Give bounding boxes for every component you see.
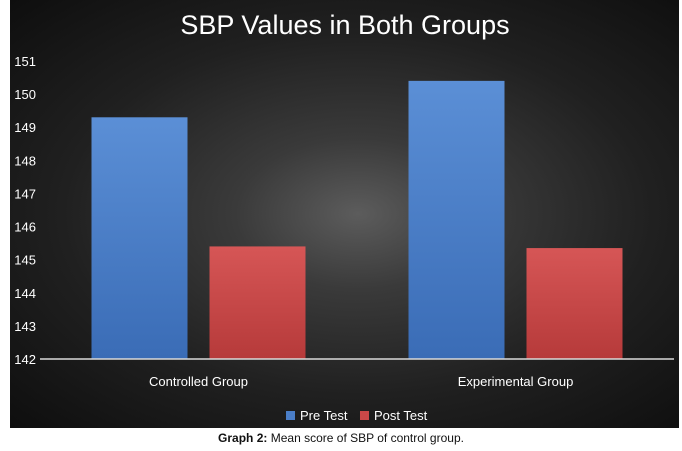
chart-panel: SBP Values in Both Groups 142 143 144 145 14… bbox=[10, 0, 679, 428]
x-category-label: Controlled Group bbox=[149, 374, 248, 389]
y-tick-label: 151 bbox=[14, 54, 36, 69]
y-tick-label: 144 bbox=[14, 286, 36, 301]
y-tick-label: 145 bbox=[14, 253, 36, 268]
legend: Pre Test Post Test bbox=[286, 408, 428, 423]
x-axis: Controlled Group Experimental Group bbox=[40, 358, 674, 389]
bar-chart: SBP Values in Both Groups 14214314414514… bbox=[14, 10, 674, 423]
y-tick-label: 147 bbox=[14, 186, 36, 201]
legend-swatch bbox=[286, 411, 295, 420]
chart-title: SBP Values in Both Groups bbox=[180, 10, 509, 40]
y-tick-label: 142 bbox=[14, 352, 36, 367]
caption-label: Graph 2: bbox=[218, 431, 268, 445]
legend-swatch bbox=[360, 411, 369, 420]
y-tick-label: 146 bbox=[14, 220, 36, 235]
legend-label: Pre Test bbox=[300, 408, 348, 423]
y-tick-label: 149 bbox=[14, 120, 36, 135]
y-tick-label: 143 bbox=[14, 319, 36, 334]
figure-caption: Graph 2: Mean score of SBP of control gr… bbox=[0, 431, 682, 445]
y-axis: 142 143 144 145 146 147 148 149 150 151 bbox=[14, 54, 36, 367]
bar-pre-test bbox=[91, 117, 188, 360]
caption-text: Mean score of SBP of control group. bbox=[270, 431, 464, 445]
legend-label: Post Test bbox=[374, 408, 428, 423]
y-tick-label: 150 bbox=[14, 87, 36, 102]
x-category-label: Experimental Group bbox=[458, 374, 574, 389]
bar-post-test bbox=[209, 246, 306, 359]
bar-pre-test bbox=[408, 80, 505, 359]
bar-post-test bbox=[526, 248, 623, 359]
y-tick-label: 148 bbox=[14, 153, 36, 168]
bars bbox=[91, 80, 623, 360]
